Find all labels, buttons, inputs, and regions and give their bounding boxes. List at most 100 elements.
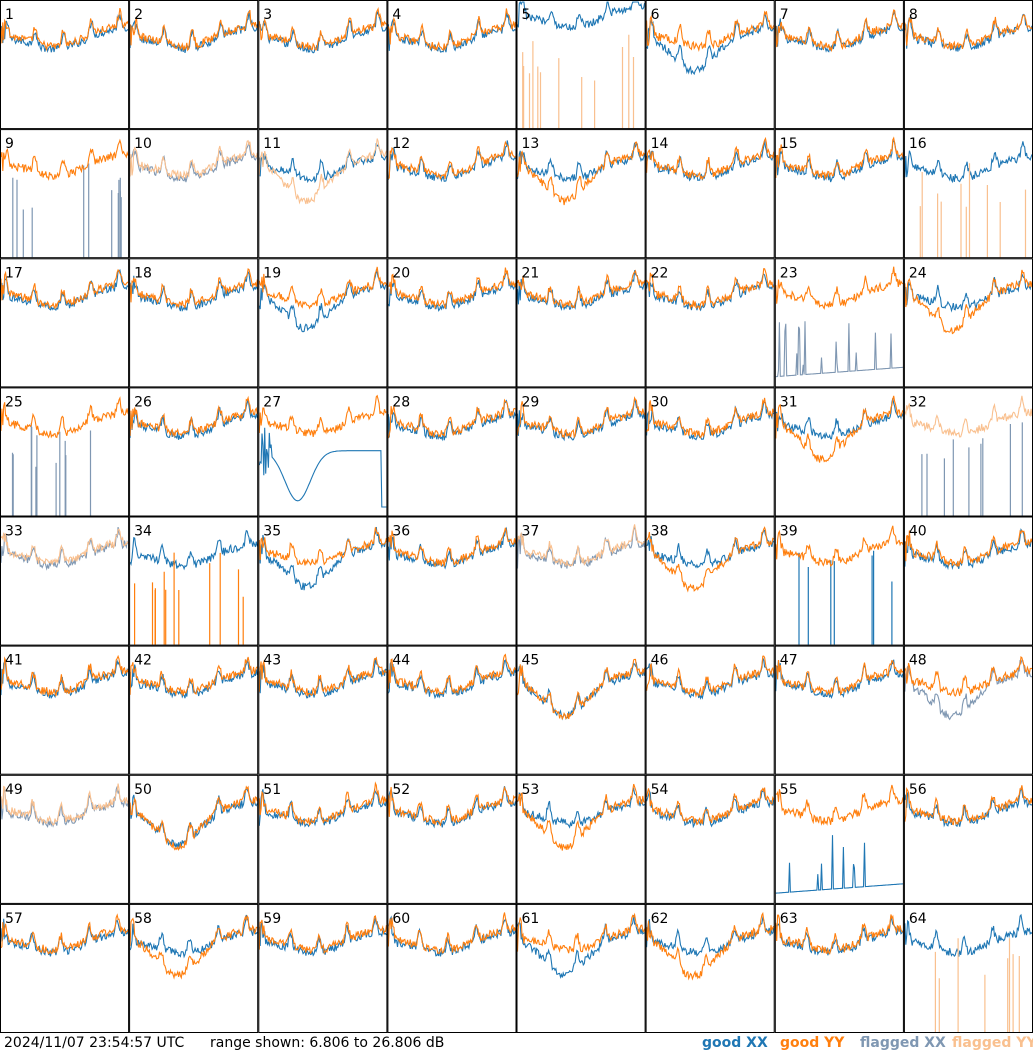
panel-21-yy: [516, 269, 646, 309]
panel-31-yy: [775, 395, 904, 463]
panel-50: 50: [129, 774, 259, 904]
panel-10: 10: [129, 129, 259, 259]
panel-35-xx: [258, 526, 387, 591]
panel-38: 38: [645, 516, 775, 646]
panel-24-label: 24: [909, 265, 927, 281]
panel-29: 29: [516, 387, 646, 517]
panel-49: 49: [0, 774, 130, 904]
panel-51-label: 51: [263, 782, 281, 798]
panel-39: 39: [774, 516, 904, 646]
panel-39-xx-marks: [798, 550, 893, 645]
panel-28-frame: [387, 387, 517, 517]
panel-53: 53: [516, 774, 646, 904]
footer: 2024/11/07 23:54:57 UTC range shown: 6.8…: [0, 1033, 1033, 1053]
panel-5-xx: [516, 0, 646, 32]
panel-11-frame: [258, 129, 388, 259]
panel-3-frame: [258, 0, 388, 130]
panel-46-label: 46: [651, 653, 669, 669]
panel-10-frame: [129, 129, 259, 259]
panel-34-frame: [129, 516, 259, 646]
panel-35-yy: [258, 527, 387, 567]
panel-58-label: 58: [134, 911, 152, 927]
panel-60-yy: [387, 912, 517, 954]
panel-42-label: 42: [134, 653, 152, 669]
panel-47-yy: [775, 659, 904, 696]
panel-27-label: 27: [263, 394, 281, 410]
panel-16-label: 16: [909, 136, 927, 152]
panel-41-label: 41: [5, 653, 23, 669]
panel-48-xx: [904, 659, 1033, 721]
panel-32-yy: [904, 395, 1033, 438]
panel-23: 23: [774, 258, 904, 388]
panel-36-label: 36: [392, 524, 410, 540]
panel-30-frame: [645, 387, 775, 517]
panel-64-label: 64: [909, 911, 927, 927]
panel-37-frame: [516, 516, 646, 646]
panel-61: 61: [516, 903, 646, 1033]
panel-37: 37: [516, 516, 646, 646]
panel-48-yy: [904, 655, 1033, 697]
panel-57-label: 57: [5, 911, 23, 927]
panel-28-label: 28: [392, 394, 410, 410]
panel-14-frame: [645, 129, 775, 259]
panel-41-frame: [0, 645, 130, 775]
panel-25: 25: [0, 387, 130, 517]
panel-12-yy: [388, 140, 516, 180]
panel-9-xx: [12, 163, 122, 258]
panel-38-frame: [645, 516, 775, 646]
panel-59-frame: [258, 903, 388, 1033]
panel-31: 31: [774, 387, 904, 517]
panel-28-yy: [387, 398, 516, 439]
panel-51-yy: [258, 781, 387, 827]
panel-53-yy: [517, 783, 645, 851]
panel-1: 1: [0, 0, 130, 130]
panel-38-label: 38: [651, 524, 669, 540]
panel-63-yy: [775, 914, 904, 955]
panel-57: 57: [0, 903, 130, 1033]
panel-25-frame: [0, 387, 130, 517]
panel-59-yy: [258, 915, 387, 955]
panel-62-xx: [646, 915, 775, 957]
panel-15: 15: [774, 129, 904, 259]
panel-33-frame: [0, 516, 130, 646]
panel-40-label: 40: [909, 524, 927, 540]
panel-8: 8: [903, 0, 1033, 130]
panel-19-yy: [258, 266, 387, 310]
panel-6-label: 6: [651, 7, 660, 23]
panel-37-label: 37: [522, 524, 540, 540]
panel-52-frame: [387, 774, 517, 904]
panel-39-label: 39: [780, 524, 798, 540]
panel-4-frame: [387, 0, 517, 130]
panel-12-frame: [387, 129, 517, 259]
panel-50-label: 50: [134, 782, 152, 798]
panel-23-label: 23: [780, 265, 798, 281]
panel-39-frame: [774, 516, 904, 646]
panel-56-label: 56: [909, 782, 927, 798]
panel-3-yy: [258, 7, 387, 51]
panel-23-xx: [775, 321, 903, 378]
panel-35-label: 35: [263, 524, 281, 540]
panel-61-yy: [516, 912, 646, 954]
panel-50-yy: [129, 785, 258, 852]
panel-39-xx: [798, 550, 893, 645]
panel-33-yy: [0, 528, 129, 565]
panel-7-yy: [775, 9, 904, 53]
panel-49-label: 49: [5, 782, 23, 798]
panel-9: 9: [0, 129, 130, 259]
panel-29-yy: [516, 396, 646, 439]
panel-12: 12: [387, 129, 517, 259]
panel-1-xx: [0, 13, 129, 54]
panel-33: 33: [0, 516, 130, 646]
panel-47-xx: [775, 659, 904, 699]
panel-49-frame: [0, 774, 130, 904]
panel-9-frame: [0, 129, 130, 259]
panel-17-label: 17: [5, 265, 23, 281]
panel-38-xx: [646, 529, 775, 569]
panel-45: 45: [516, 645, 646, 775]
panel-24: 24: [903, 258, 1033, 388]
panel-24-yy: [904, 269, 1033, 335]
legend-good-yy: good YY: [780, 1035, 845, 1051]
panel-41-yy: [0, 654, 129, 698]
panel-30: 30: [645, 387, 775, 517]
panel-20-frame: [387, 258, 517, 388]
